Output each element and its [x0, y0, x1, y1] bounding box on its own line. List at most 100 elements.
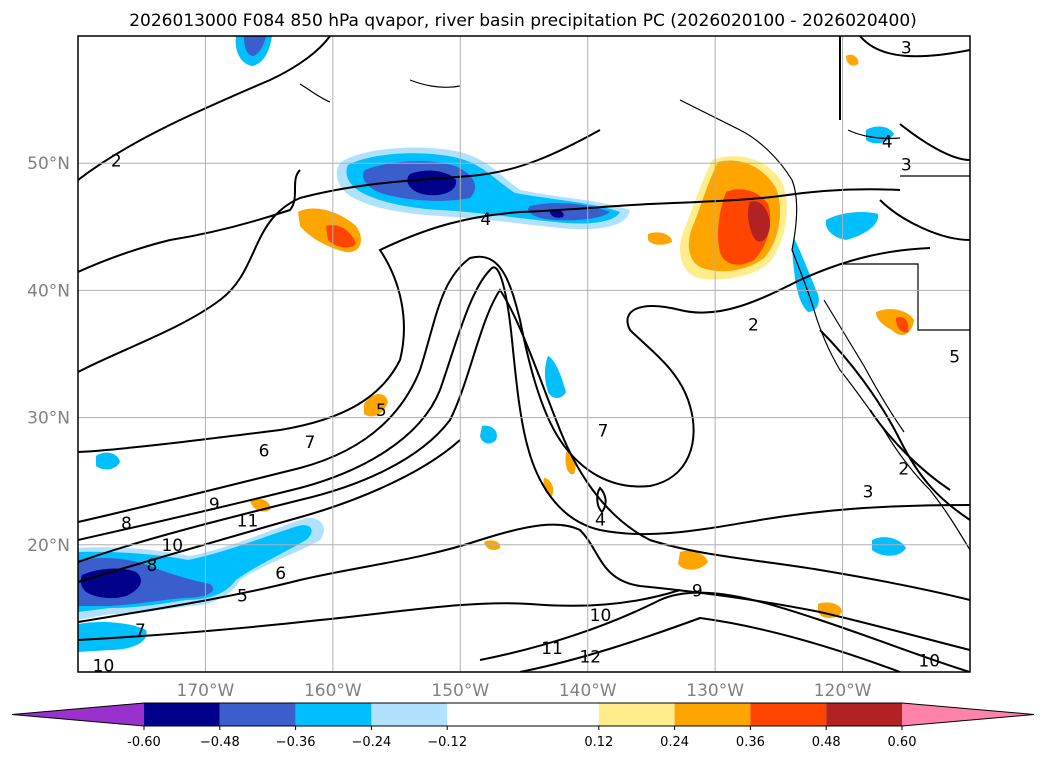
positive-field-small-5: [678, 550, 708, 570]
contour-label-group: 4: [480, 210, 491, 230]
contour-line: [78, 589, 681, 641]
colorbar-segment: [371, 703, 448, 726]
lon-tick-label: 150°W: [431, 681, 489, 701]
contour-label: 9: [692, 582, 703, 602]
coastlines: [299, 79, 970, 551]
contour-line: [839, 36, 970, 120]
positive-field-northeast-darkest: [747, 201, 770, 242]
contour-label: 9: [209, 495, 220, 515]
contour-label: 6: [275, 564, 286, 584]
contour-label: 4: [480, 210, 491, 230]
contour-label-group: 9: [209, 495, 220, 515]
coastline: [299, 79, 461, 103]
colorbar-segment: [447, 703, 599, 726]
contour-label-group: 10: [590, 606, 612, 626]
contour-label-group: 5: [376, 401, 387, 421]
contour-label-group: 3: [863, 482, 874, 502]
contour-label: 12: [579, 648, 601, 668]
contour-label-group: 11: [237, 512, 259, 532]
contour-label: 10: [590, 606, 612, 626]
colorbar-tick-label: −0.24: [351, 735, 391, 750]
contour-line: [819, 329, 970, 521]
negative-field-south-east: [872, 537, 906, 556]
negative-field-ne-2: [866, 126, 894, 144]
contour-label: 11: [237, 512, 259, 532]
contour-label-group: 11: [541, 639, 563, 659]
colorbar-tick-label: 0.36: [736, 735, 765, 750]
contour-line: [78, 523, 970, 651]
lat-tick-label: 20°N: [27, 536, 70, 556]
contour-label: 3: [901, 155, 912, 175]
lat-axis: 20°N 30°N 40°N 50°N: [27, 154, 70, 556]
contour-label-group: 10: [161, 536, 183, 556]
negative-field-mid-pacific-2: [480, 425, 497, 444]
lon-tick-label: 140°W: [559, 681, 617, 701]
positive-field-small-10: [846, 54, 859, 66]
colorbar-segment: [598, 703, 675, 726]
contour-label: 6: [259, 442, 270, 462]
positive-field-north-pacific-core: [326, 225, 356, 248]
gridlines: [78, 36, 970, 672]
colorbar-extend-high: [902, 703, 1034, 726]
contour-label-group: 2: [898, 459, 909, 479]
contour-label: 2: [748, 316, 759, 336]
contour-label-group: 10: [918, 652, 940, 672]
lon-tick-label: 120°W: [814, 681, 872, 701]
positive-field-small-1: [364, 394, 388, 417]
contour-label: 10: [161, 536, 183, 556]
contour-label-group: 8: [121, 514, 132, 534]
lon-tick-label: 130°W: [686, 681, 744, 701]
colorbar: -0.60 −0.48 −0.36 −0.24 −0.12 0.12 0.24 0.36 0.4…: [11, 702, 1035, 750]
contour-line: [596, 486, 607, 514]
contour-line: [879, 123, 970, 241]
contour-label: 5: [376, 401, 387, 421]
coastline: [679, 99, 970, 551]
colorbar-tick-label: −0.12: [427, 735, 467, 750]
contour-label-group: 7: [135, 621, 146, 641]
contour-label: 10: [918, 652, 940, 672]
contour-label: 3: [901, 38, 912, 58]
contour-label-group: 7: [598, 421, 609, 441]
contour-label-group: 7: [305, 433, 316, 453]
contour-label: 5: [237, 587, 248, 607]
contour-line: [479, 591, 970, 672]
colorbar-extend-low: [12, 703, 144, 726]
contour-label-group: 8: [146, 556, 157, 576]
colorbar-tick-label: 0.48: [812, 735, 841, 750]
contour-label: 7: [598, 421, 609, 441]
coastline: [840, 129, 970, 331]
contour-line: [519, 616, 901, 672]
colorbar-segment: [674, 703, 751, 726]
contour-label: 7: [305, 433, 316, 453]
colorbar-tick-label: 0.24: [660, 735, 689, 750]
negative-field-north-band-dot: [549, 209, 564, 218]
contour-label-group: 6: [275, 564, 286, 584]
contour-label: 5: [949, 348, 960, 368]
contour-label: 10: [93, 657, 115, 677]
negative-field-north-band-darkest: [407, 170, 457, 196]
contour-label-group: 3: [901, 38, 912, 58]
contour-label-group: 6: [259, 442, 270, 462]
colorbar-tick-label: −0.48: [200, 735, 240, 750]
contour-label-group: 9: [692, 582, 703, 602]
positive-field-small-8: [896, 316, 909, 333]
colorbar-tick-label: 0.60: [888, 735, 917, 750]
contour-line: [78, 266, 970, 541]
map-frame: [77, 35, 971, 673]
colorbar-segment: [295, 703, 372, 726]
positive-field-small-6: [818, 602, 842, 618]
lat-tick-label: 30°N: [27, 409, 70, 429]
colorbar-tick-label: -0.60: [127, 735, 161, 750]
coastline: [823, 299, 905, 433]
negative-field-ne: [825, 212, 879, 240]
negative-field-mid-pacific: [545, 356, 566, 398]
contour-label-group: 2: [111, 152, 122, 172]
contour-label-group: 5: [237, 587, 248, 607]
positive-field-small-4: [648, 232, 672, 245]
contour-lines: [78, 36, 970, 672]
contour-line: [78, 169, 301, 273]
lon-axis: 170°W 160°W 150°W 140°W 130°W 120°W: [177, 681, 872, 701]
contour-label-group: 2: [748, 316, 759, 336]
contour-label: 8: [121, 514, 132, 534]
